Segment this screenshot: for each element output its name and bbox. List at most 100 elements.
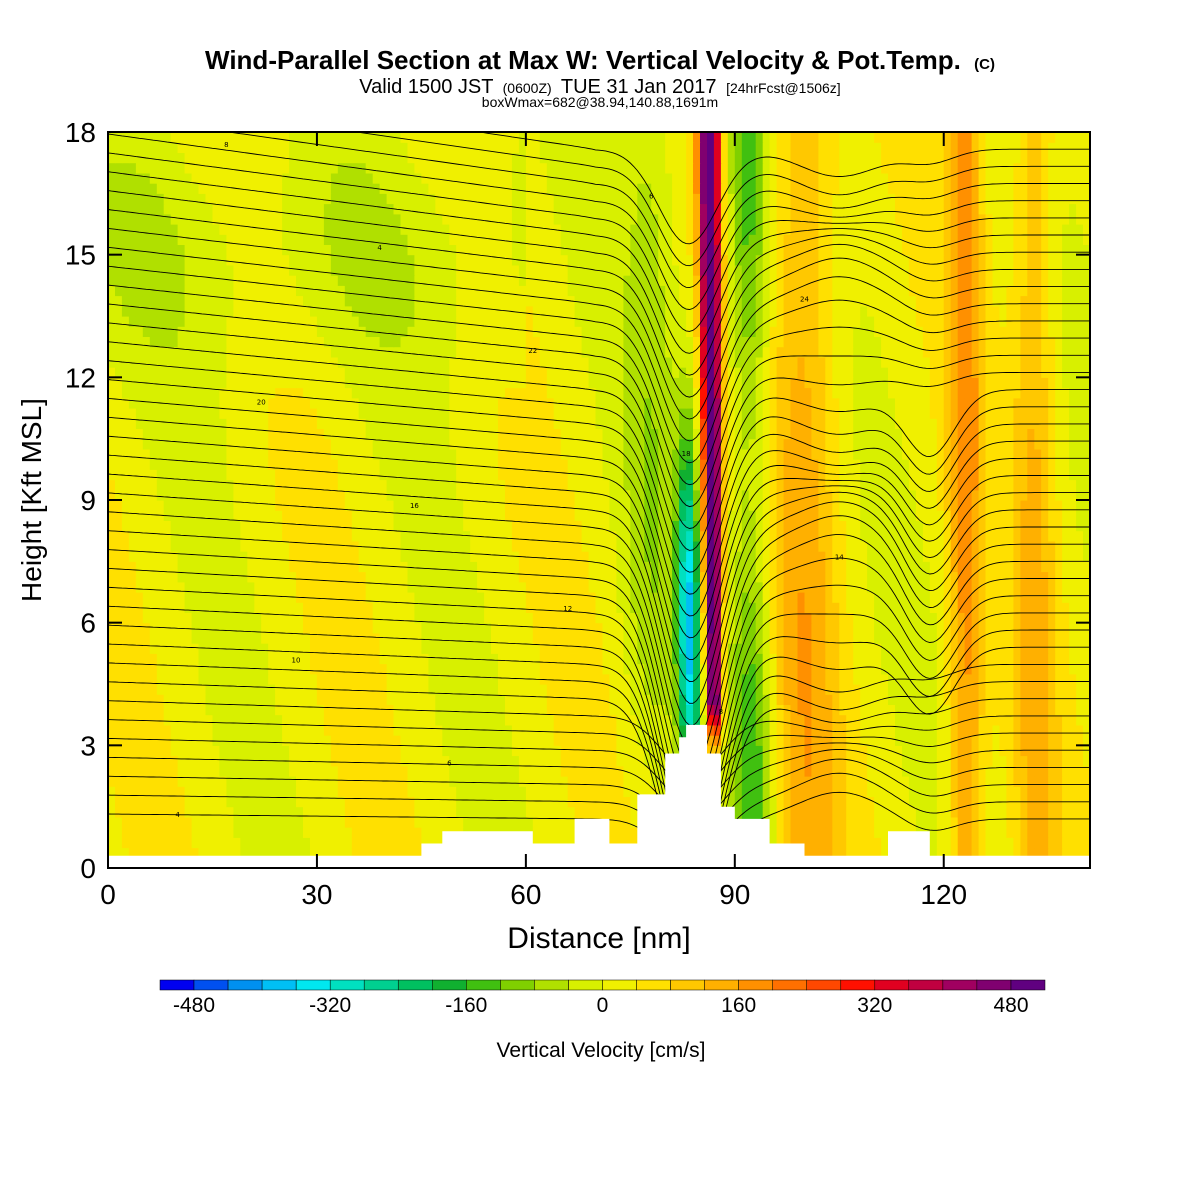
velocity-cell [344,776,353,787]
velocity-cell [268,735,276,746]
velocity-cell [943,632,952,644]
velocity-cell [867,724,875,736]
velocity-cell [748,786,757,797]
velocity-cell [456,765,464,777]
velocity-cell [595,755,604,767]
velocity-cell [915,816,924,828]
velocity-cell [316,540,325,552]
velocity-cell [874,673,882,685]
velocity-cell [818,510,826,521]
velocity-cell [595,571,604,583]
velocity-cell [1041,592,1049,603]
velocity-cell [233,653,241,665]
velocity-cell [553,796,562,808]
velocity-cell [303,806,311,818]
velocity-cell [797,551,806,562]
velocity-cell [198,581,207,593]
velocity-cell [895,643,903,654]
velocity-cell [1055,765,1063,777]
velocity-cell [992,714,1001,726]
velocity-cell [978,786,987,797]
velocity-cell [818,827,826,838]
velocity-cell [539,632,548,644]
velocity-cell [498,581,506,593]
velocity-cell [1083,632,1090,644]
velocity-cell [1013,602,1021,613]
velocity-cell [261,786,269,797]
velocity-cell [902,622,910,634]
velocity-cell [456,724,464,736]
velocity-cell [268,540,276,552]
velocity-cell [177,540,186,552]
velocity-cell [289,837,297,849]
velocity-cell [184,827,193,838]
velocity-cell [247,847,255,859]
velocity-cell [379,806,388,818]
velocity-cell [379,632,388,644]
velocity-cell [776,643,785,654]
velocity-cell [811,632,819,644]
velocity-cell [978,653,987,665]
velocity-cell [1027,510,1035,521]
velocity-cell [108,827,116,838]
velocity-cell [936,735,945,746]
velocity-cell [1062,827,1070,838]
velocity-cell [275,622,283,634]
velocity-cell [1076,776,1084,787]
velocity-cell [915,643,924,654]
velocity-cell [616,786,624,797]
velocity-cell [435,520,443,532]
velocity-cell [1027,622,1035,634]
velocity-cell [1006,581,1014,593]
velocity-cell [908,796,917,808]
velocity-cell [518,724,527,736]
velocity-cell [922,714,931,726]
velocity-cell [748,520,757,532]
velocity-cell [623,827,631,838]
velocity-cell [170,755,179,767]
velocity-cell [365,632,374,644]
velocity-cell [797,837,806,849]
velocity-cell [1020,530,1028,542]
velocity-cell [867,816,875,828]
velocity-cell [609,745,617,757]
velocity-cell [1041,724,1049,736]
velocity-cell [769,622,778,634]
velocity-cell [449,806,457,818]
velocity-cell [191,806,200,818]
velocity-cell [1083,530,1090,542]
velocity-cell [790,622,799,634]
velocity-cell [553,684,562,695]
velocity-cell [574,663,583,675]
velocity-cell [149,694,158,705]
velocity-cell [170,520,179,532]
velocity-cell [463,632,471,644]
velocity-cell [247,714,255,726]
velocity-cell [1006,622,1014,634]
velocity-cell [853,806,861,818]
velocity-cell [1048,561,1056,573]
velocity-cell [908,776,917,787]
velocity-cell [700,530,708,542]
velocity-cell [929,622,938,634]
velocity-cell [713,653,722,665]
velocity-cell [456,632,464,644]
velocity-cell [1076,847,1084,859]
velocity-cell [964,724,973,736]
velocity-cell [895,765,903,777]
velocity-cell [316,510,325,521]
velocity-cell [532,694,541,705]
velocity-cell [470,540,478,552]
velocity-cell [609,724,617,736]
velocity-cell [1048,837,1056,849]
velocity-cell [163,745,172,757]
velocity-cell [616,827,624,838]
velocity-cell [365,745,374,757]
velocity-cell [693,612,701,624]
velocity-cell [289,612,297,624]
velocity-cell [484,765,492,777]
velocity-cell [365,622,374,634]
velocity-cell [755,735,764,746]
velocity-cell [1013,786,1021,797]
velocity-cell [303,816,311,828]
